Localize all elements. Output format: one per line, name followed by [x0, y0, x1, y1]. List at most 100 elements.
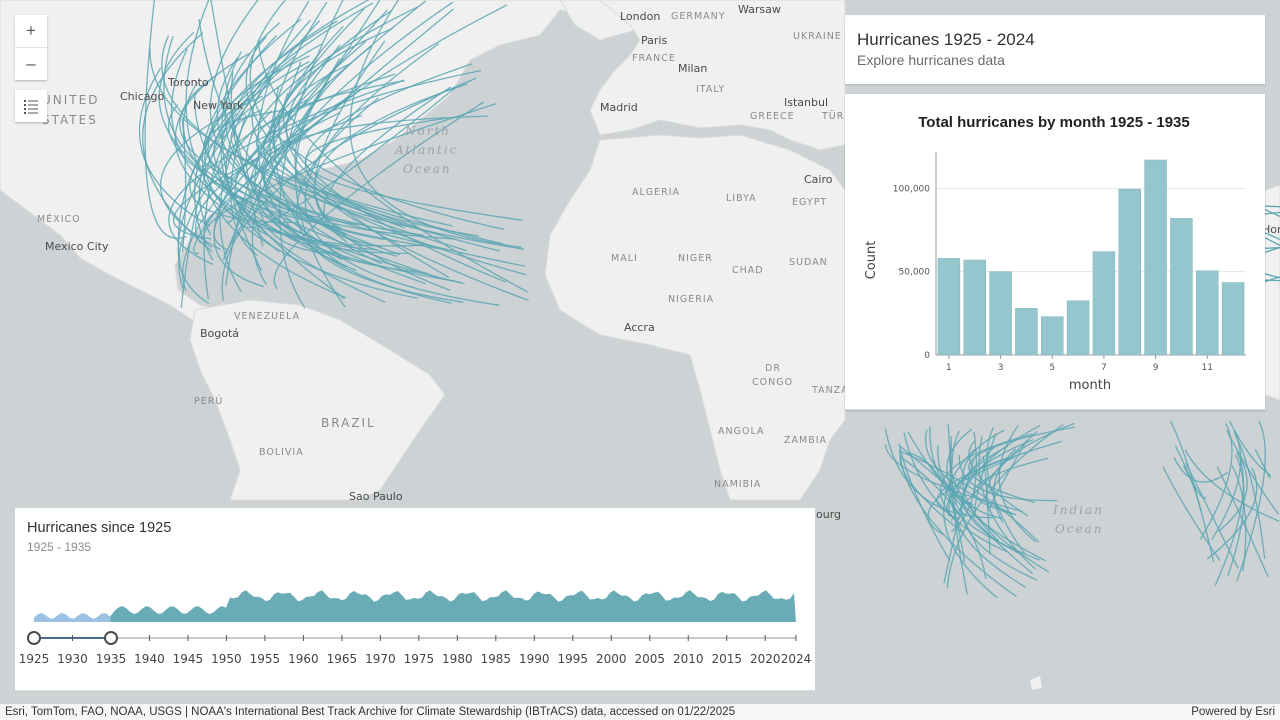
city-label: Hor — [1262, 223, 1280, 236]
city-label: Istanbul — [784, 96, 828, 109]
hurricane-track — [221, 51, 263, 272]
zoom-control: + – — [15, 15, 47, 80]
country-label: ITALY — [696, 84, 725, 95]
hurricane-track — [230, 109, 468, 252]
hurricane-track — [174, 52, 268, 236]
slider-tick-label: 2020 — [750, 652, 781, 666]
slider-end-handle[interactable] — [104, 631, 118, 645]
ocean-label: Ocean — [403, 162, 452, 176]
hurricane-track — [937, 444, 974, 506]
hurricane-track — [272, 63, 527, 276]
city-label: London — [620, 10, 660, 23]
attribution-sources: Esri, TomTom, FAO, NOAA, USGS | NOAA's I… — [5, 706, 735, 718]
slider-tick-label: 2024 — [781, 652, 812, 666]
city-label: Milan — [678, 62, 707, 75]
city-label: Mexico City — [45, 240, 109, 253]
landmass-south-america — [189, 299, 446, 501]
hurricane-track — [185, 0, 418, 299]
chart-bar[interactable] — [989, 271, 1012, 356]
chart-bar[interactable] — [1196, 270, 1219, 356]
chart-bar[interactable] — [937, 258, 961, 356]
hurricane-track — [993, 448, 1017, 523]
chart-panel: Total hurricanes by month 1925 - 1935 1 3… — [845, 94, 1265, 410]
hurricane-track — [224, 22, 350, 261]
slider-tick-label: 2010 — [673, 652, 704, 666]
x-tick-label: 11 — [1202, 363, 1213, 373]
hurricane-track — [929, 425, 1003, 520]
hurricane-track — [213, 60, 442, 250]
hurricane-track — [939, 433, 1033, 519]
y-axis-label: Count — [864, 241, 879, 280]
hurricane-track — [968, 426, 1076, 504]
chart-bar[interactable] — [1118, 188, 1141, 356]
hurricane-track — [257, 0, 452, 304]
hurricane-track — [946, 428, 1046, 562]
landmass-europe — [589, 0, 846, 151]
city-label: New York — [193, 99, 244, 112]
hurricane-track — [263, 95, 454, 240]
zoom-out-button[interactable]: – — [15, 47, 47, 80]
chart-bar[interactable] — [963, 259, 986, 356]
y-tick-label: 0 — [924, 351, 930, 361]
hurricane-track — [213, 89, 361, 250]
country-label: DR — [765, 363, 781, 374]
time-slider-panel: Hurricanes since 1925 1925 - 1935 1925 19… — [15, 508, 815, 691]
chart-bar[interactable] — [1144, 159, 1167, 356]
country-label: STATES — [42, 113, 98, 127]
hurricane-track — [1169, 420, 1215, 563]
hurricane-track — [1264, 232, 1280, 240]
hurricane-track — [144, 0, 187, 239]
y-tick-label: 100,000 — [893, 184, 930, 194]
hurricane-track — [198, 55, 296, 236]
chart-bar[interactable] — [1170, 218, 1193, 356]
country-label: EGYPT — [792, 197, 827, 208]
hurricane-track — [950, 456, 1040, 561]
city-label: ourg — [816, 508, 841, 521]
hurricane-track — [220, 0, 386, 303]
chart-bar[interactable] — [1041, 316, 1064, 356]
slider-tick-label: 1935 — [96, 652, 127, 666]
hurricane-track — [219, 71, 275, 292]
country-label: ZAMBIA — [784, 435, 827, 446]
hurricane-track — [203, 103, 497, 249]
hurricane-track — [210, 0, 264, 247]
city-label: Toronto — [167, 76, 209, 89]
slider-tick-label: 1975 — [404, 652, 435, 666]
country-label: UNITED — [42, 93, 99, 107]
hurricane-track — [230, 114, 258, 256]
attribution-bar: Esri, TomTom, FAO, NOAA, USGS | NOAA's I… — [0, 704, 1280, 720]
slider-tick-label: 1995 — [558, 652, 589, 666]
hurricane-track — [961, 429, 1005, 542]
hurricane-track — [158, 31, 426, 285]
country-label: GREECE — [750, 111, 795, 122]
chart-bar[interactable] — [1092, 251, 1116, 356]
slider-tick-label: 1985 — [481, 652, 512, 666]
hurricane-track — [138, 67, 211, 227]
chart-bar[interactable] — [1066, 300, 1090, 356]
zoom-in-button[interactable]: + — [26, 21, 36, 40]
hurricane-track — [201, 18, 347, 299]
country-label: MALI — [611, 253, 638, 264]
powered-by-esri[interactable]: Powered by Esri — [1191, 706, 1275, 718]
slider-tick-label: 2015 — [711, 652, 742, 666]
x-tick-label: 9 — [1153, 363, 1159, 373]
country-label: LIBYA — [726, 193, 757, 204]
ocean-label: Ocean — [1055, 522, 1104, 536]
chart-bar[interactable] — [1015, 308, 1038, 356]
hurricane-track — [946, 445, 997, 520]
slider-tick-label: 2005 — [634, 652, 665, 666]
legend-button[interactable] — [15, 90, 47, 122]
hurricane-track — [950, 430, 1038, 522]
country-label: NAMIBIA — [714, 479, 761, 490]
country-label: CONGO — [752, 377, 793, 388]
hurricane-track — [239, 87, 456, 229]
slider-start-handle[interactable] — [27, 631, 41, 645]
time-slider[interactable]: 1925 1930 1935 1940 1945 1950 1955 1960 1965 1970… — [15, 508, 815, 690]
slider-tick-label: 1945 — [173, 652, 204, 666]
histogram-selected-area — [34, 613, 111, 622]
country-label: UKRAINE — [793, 31, 842, 42]
chart-bar[interactable] — [1221, 282, 1245, 356]
hurricane-track — [180, 112, 238, 309]
slider-tick-label: 1950 — [211, 652, 242, 666]
hurricane-track — [946, 424, 1064, 589]
